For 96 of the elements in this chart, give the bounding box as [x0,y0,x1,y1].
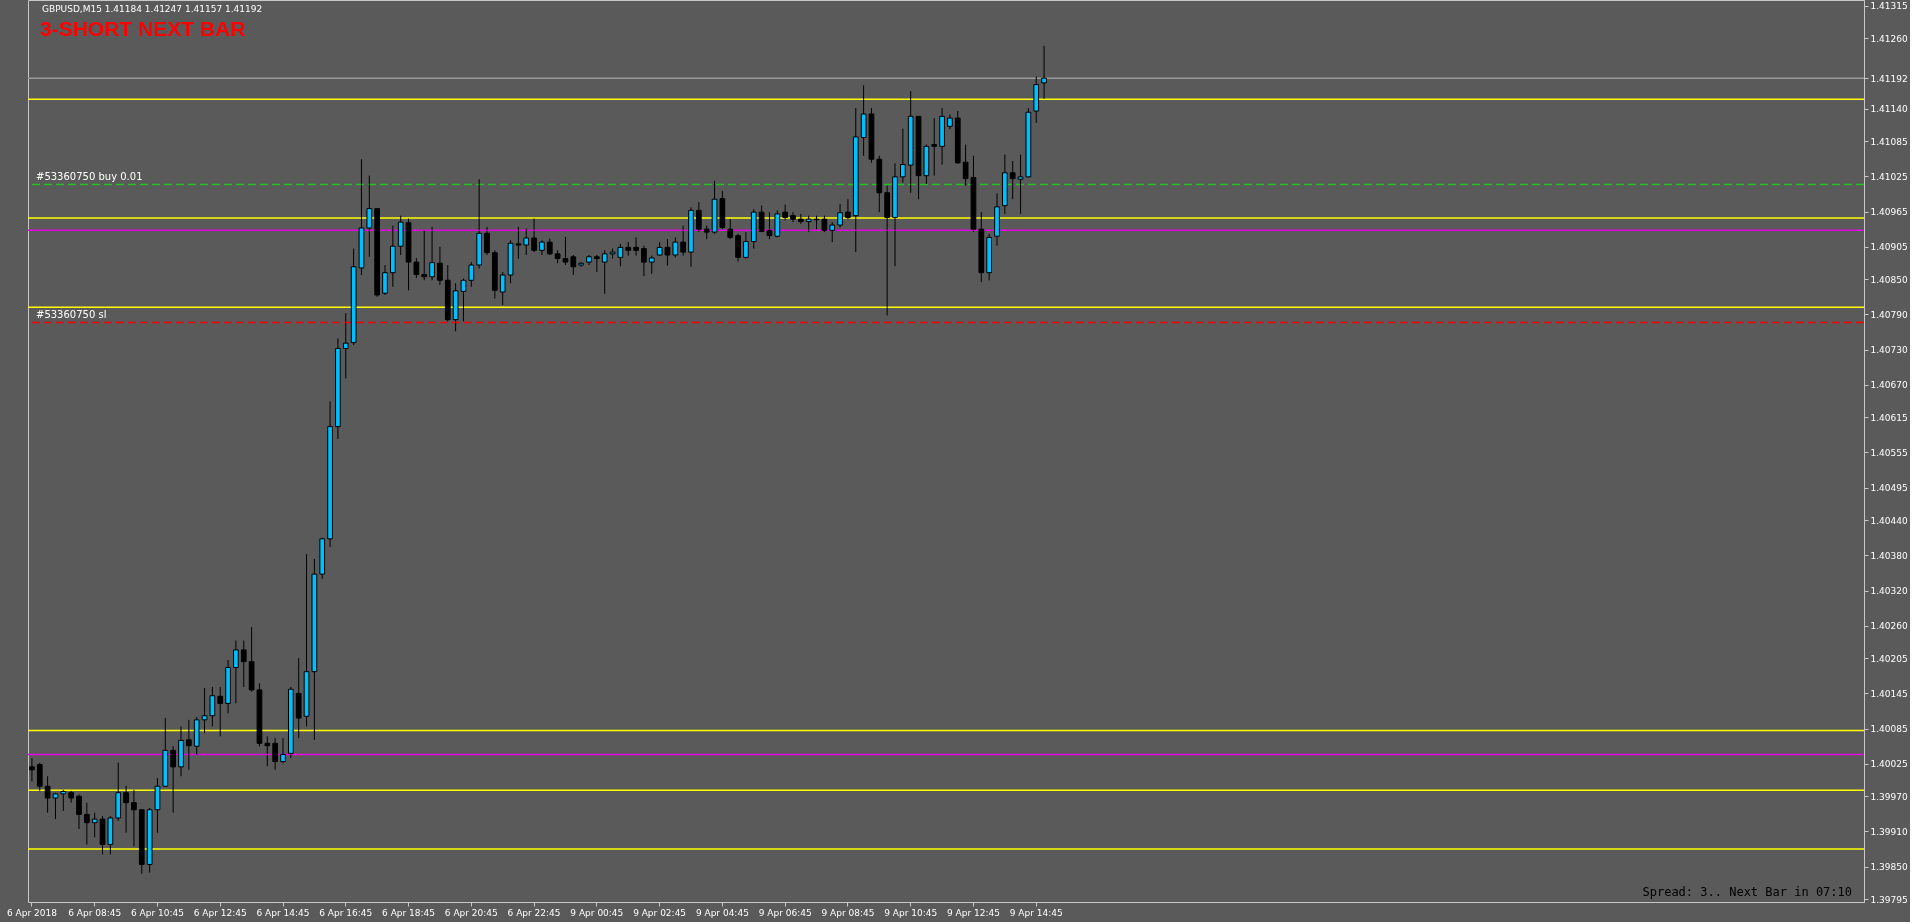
candlestick [735,233,741,262]
candlestick [484,226,490,256]
candlestick [523,228,530,256]
y-tick-label: 1.41192 [1870,73,1908,84]
candlestick [790,211,796,223]
y-tick-label: 1.40025 [1870,759,1908,770]
y-tick-label: 1.40905 [1870,242,1908,253]
x-tick-label: 9 Apr 10:45 [884,907,938,918]
y-tick-label: 1.40790 [1870,309,1908,320]
candlestick [774,209,781,238]
candlestick [1009,160,1016,200]
x-tick-label: 9 Apr 14:45 [1009,907,1063,918]
y-tick-label: 1.39910 [1870,826,1908,837]
x-tick-label: 9 Apr 04:45 [695,907,749,918]
candlestick [123,785,129,834]
candlestick [672,236,679,258]
candlestick [499,271,506,306]
candlestick [531,218,537,253]
candlestick [837,203,843,228]
y-tick-label: 1.40320 [1870,586,1908,597]
candlestick [29,757,35,783]
y-tick-label: 1.40965 [1870,207,1908,218]
candlestick [366,175,373,258]
candlestick [429,226,435,281]
candlestick [468,261,475,288]
y-tick-label: 1.40085 [1870,724,1908,735]
y-tick-label: 1.41260 [1870,33,1908,44]
x-tick-label: 6 Apr 12:45 [193,907,247,918]
candlestick [601,249,608,295]
x-tick-label: 6 Apr 20:45 [444,907,498,918]
annotation: Spread: 3.. Next Bar in 07:10 [1642,885,1852,899]
x-tick-label: 6 Apr 2018 [6,907,58,918]
y-tick-label: 1.40615 [1870,412,1908,423]
ref-line-label: #53360750 buy 0.01 [36,170,143,182]
candlestick [899,128,906,184]
y-tick-label: 1.39850 [1870,862,1908,873]
candlestick [641,245,647,277]
y-tick-label: 1.40850 [1870,274,1908,285]
candlestick [680,225,687,257]
candlestick [185,719,192,771]
candlestick [695,201,702,233]
candlestick [829,221,836,243]
ref-line-label: #53360750 sl [36,308,107,320]
y-tick-label: 1.40260 [1870,621,1908,632]
candlestick [76,793,82,830]
x-tick-label: 9 Apr 00:45 [570,907,624,918]
y-tick-label: 1.41085 [1870,136,1908,147]
candlestick [421,229,428,281]
text: 3-SHORT NEXT BAR [40,17,246,40]
candlestick [342,312,349,379]
candlestick [233,640,239,704]
y-tick-label: 1.40670 [1870,380,1908,391]
candlestick [36,762,43,792]
y-tick-label: 1.41140 [1870,104,1908,115]
candlestick [264,735,271,767]
x-tick-label: 6 Apr 22:45 [507,907,561,918]
y-tick-label: 1.40380 [1870,550,1908,561]
x-tick-label: 9 Apr 02:45 [633,907,687,918]
x-tick-label: 9 Apr 12:45 [946,907,1000,918]
x-tick-label: 9 Apr 06:45 [758,907,812,918]
y-tick-label: 1.40205 [1870,653,1908,664]
candlestick [170,745,177,814]
candlestick [91,812,98,838]
y-tick-label: 1.40730 [1870,345,1908,356]
y-tick-label: 1.39970 [1870,791,1908,802]
y-tick-label: 1.40555 [1870,447,1908,458]
candlestick [83,802,90,845]
candlestick [280,737,286,764]
chart-title: GBPUSD,M15 1.41184 1.41247 1.41157 1.41192 [42,4,263,14]
candlestick [240,640,247,688]
x-tick-label: 9 Apr 08:45 [821,907,875,918]
candlestick [743,231,749,260]
candlestick [648,255,655,275]
candlestick [1041,45,1047,100]
candlestick [60,789,67,812]
candlestick [437,246,443,286]
y-tick-label: 1.41025 [1870,171,1908,182]
y-tick-label: 1.40495 [1870,483,1908,494]
x-tick-label: 6 Apr 18:45 [382,907,436,918]
candlestick [382,264,388,296]
y-tick-label: 1.40145 [1870,688,1908,699]
candlestick [633,236,639,257]
x-tick-label: 6 Apr 16:45 [319,907,373,918]
y-tick-label: 1.41315 [1870,1,1908,12]
x-tick-label: 6 Apr 14:45 [256,907,310,918]
x-tick-label: 6 Apr 10:45 [130,907,184,918]
candlestick [131,789,137,847]
candlestick [570,254,577,276]
x-tick-label: 6 Apr 08:45 [68,907,122,918]
candlestick [727,218,734,240]
candlestick [272,737,279,771]
candlestick [931,117,938,177]
candlestick [217,686,224,737]
y-tick-label: 1.40440 [1870,515,1908,526]
y-tick-label: 1.39795 [1870,894,1908,905]
candlestick [845,198,851,220]
